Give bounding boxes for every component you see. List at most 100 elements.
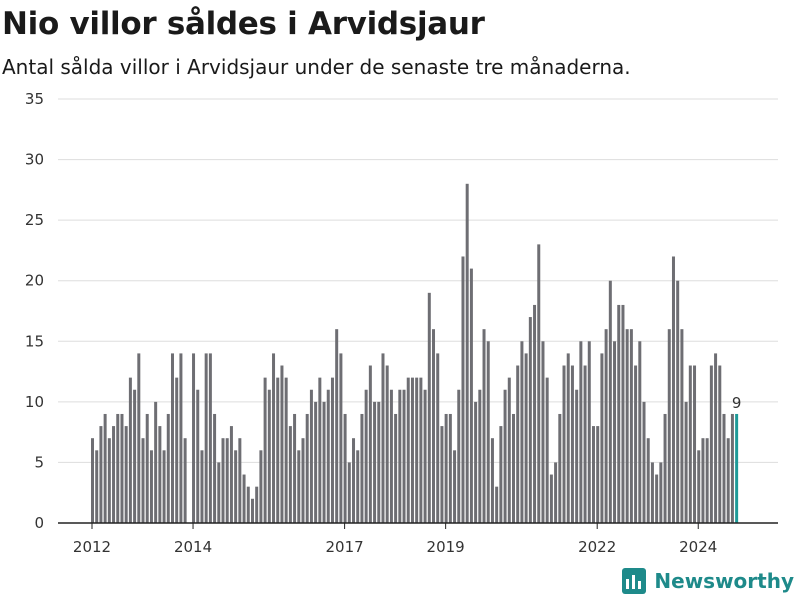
bar xyxy=(318,377,322,523)
bar xyxy=(179,353,183,523)
bar xyxy=(537,244,541,523)
bar xyxy=(646,438,650,523)
bar xyxy=(469,268,473,523)
bar xyxy=(246,486,250,523)
bar xyxy=(263,377,267,523)
newsworthy-brand: Newsworthy xyxy=(622,568,794,594)
bar xyxy=(267,389,271,523)
bar xyxy=(377,401,381,523)
y-axis-labels: 0 5 10 15 20 25 30 35 xyxy=(25,90,44,532)
bar xyxy=(200,450,204,523)
bar xyxy=(217,462,221,523)
bar xyxy=(309,389,313,523)
bar xyxy=(482,329,486,523)
bar xyxy=(276,377,280,523)
bar xyxy=(301,438,305,523)
bar xyxy=(284,377,288,523)
chart-title: Nio villor såldes i Arvidsjaur xyxy=(2,6,485,42)
y-tick-label: 0 xyxy=(34,514,44,532)
bar xyxy=(600,353,604,523)
bar xyxy=(596,426,600,523)
bar xyxy=(461,256,465,523)
bar xyxy=(272,353,276,523)
bar xyxy=(91,438,94,523)
bar xyxy=(448,413,452,523)
bar xyxy=(145,413,149,523)
bar xyxy=(238,438,242,523)
bar xyxy=(368,365,372,523)
bar xyxy=(99,426,103,523)
bar xyxy=(697,450,701,523)
bar xyxy=(402,389,406,523)
bar xyxy=(638,341,642,523)
bar xyxy=(255,486,259,523)
bar xyxy=(137,353,141,523)
bar xyxy=(213,413,217,523)
bar xyxy=(297,450,301,523)
y-tick-label: 5 xyxy=(34,453,44,471)
bar xyxy=(625,329,629,523)
bar xyxy=(242,474,246,523)
last-value-label: 9 xyxy=(732,394,742,412)
bar xyxy=(343,413,347,523)
bar xyxy=(516,365,520,523)
bar xyxy=(394,413,398,523)
bar xyxy=(170,353,174,523)
bar xyxy=(663,413,667,523)
bar xyxy=(693,365,697,523)
bar xyxy=(566,353,570,523)
bar xyxy=(587,341,591,523)
bar xyxy=(490,438,494,523)
bar xyxy=(432,329,436,523)
bar xyxy=(149,450,153,523)
bar xyxy=(486,341,490,523)
bar xyxy=(419,377,423,523)
bar xyxy=(604,329,608,523)
bar xyxy=(192,353,196,523)
x-tick-label: 2012 xyxy=(73,538,111,556)
x-tick-label: 2022 xyxy=(578,538,616,556)
bar xyxy=(280,365,284,523)
bar xyxy=(120,413,124,523)
bar xyxy=(322,401,326,523)
bar xyxy=(575,389,579,523)
bar xyxy=(583,365,587,523)
bar xyxy=(314,401,318,523)
bar xyxy=(453,450,457,523)
bar xyxy=(250,498,254,523)
bar xyxy=(103,413,107,523)
bar xyxy=(688,365,692,523)
bar xyxy=(608,280,612,523)
bar xyxy=(684,401,688,523)
y-tick-label: 15 xyxy=(25,332,44,350)
bar xyxy=(667,329,671,523)
y-tick-label: 30 xyxy=(25,151,44,169)
bar xyxy=(474,401,478,523)
bar xyxy=(288,426,292,523)
bar xyxy=(259,450,263,523)
bar xyxy=(112,426,116,523)
bar xyxy=(533,304,537,523)
bar xyxy=(701,438,705,523)
bar xyxy=(410,377,414,523)
newsworthy-logo-text: Newsworthy xyxy=(654,569,794,593)
bar xyxy=(655,474,659,523)
x-axis-ticks: 2012 2014 2017 2019 2022 2024 xyxy=(73,523,717,556)
bar xyxy=(389,389,393,523)
bar xyxy=(141,438,145,523)
chart-subtitle: Antal sålda villor i Arvidsjaur under de… xyxy=(2,55,631,79)
bar xyxy=(465,183,469,524)
bar xyxy=(558,413,562,523)
bar xyxy=(499,426,503,523)
bar xyxy=(730,413,734,523)
bar xyxy=(562,365,566,523)
bar xyxy=(621,304,625,523)
x-tick-label: 2017 xyxy=(326,538,364,556)
bar xyxy=(373,401,377,523)
bar xyxy=(196,389,200,523)
y-tick-label: 35 xyxy=(25,90,44,108)
bar xyxy=(326,389,330,523)
bar xyxy=(512,413,515,523)
bar xyxy=(335,329,339,523)
